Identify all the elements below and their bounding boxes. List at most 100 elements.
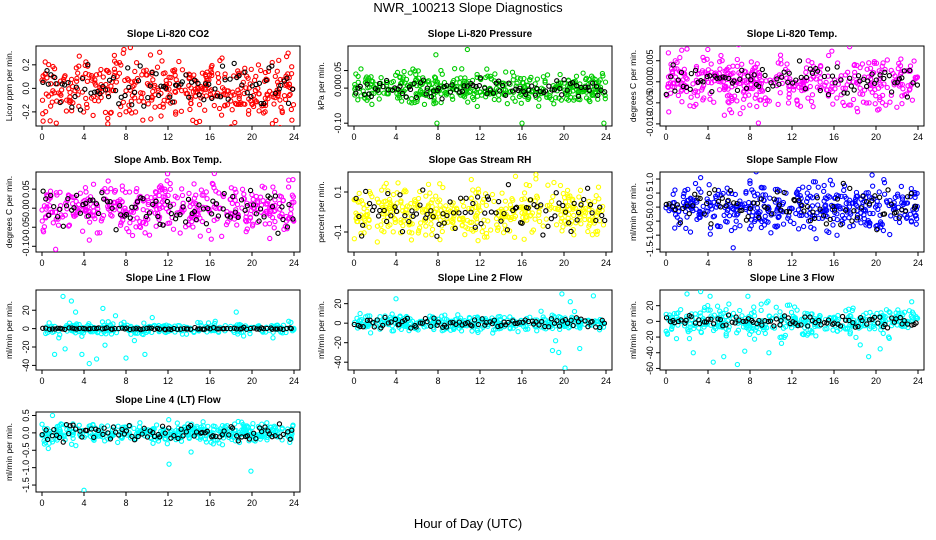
data-point <box>377 322 384 329</box>
data-point <box>777 334 783 341</box>
data-point <box>740 89 746 95</box>
data-point <box>211 102 217 109</box>
overlay-point <box>844 90 850 96</box>
data-point <box>559 228 565 234</box>
x-tick-label: 20 <box>871 376 881 386</box>
overlay-point <box>527 197 534 203</box>
overlay-point <box>907 67 913 73</box>
y-tick-label: 0.5 <box>645 187 655 200</box>
data-point <box>753 172 759 175</box>
data-point <box>199 218 206 225</box>
data-point <box>59 214 66 220</box>
data-point <box>260 197 266 204</box>
overlay-point <box>573 315 580 321</box>
overlay-point <box>359 233 365 239</box>
data-point <box>377 313 383 320</box>
overlay-point <box>363 188 369 195</box>
data-point <box>800 223 807 230</box>
data-point <box>178 208 184 215</box>
overlay-point <box>144 325 150 331</box>
data-point <box>420 207 426 213</box>
data-point <box>438 91 444 97</box>
data-point <box>382 198 389 204</box>
data-point <box>521 196 528 202</box>
data-point <box>191 181 197 187</box>
overlay-point <box>855 323 861 330</box>
overlay-point <box>443 324 450 330</box>
data-point <box>602 79 609 85</box>
x-tick-label: 16 <box>205 498 215 508</box>
data-point <box>197 207 203 213</box>
data-point <box>367 190 374 197</box>
overlay-point <box>710 321 717 327</box>
data-point <box>439 228 445 235</box>
data-point <box>76 422 82 428</box>
overlay-point <box>40 79 46 85</box>
data-point <box>274 68 280 74</box>
data-point <box>525 96 531 103</box>
data-point <box>737 307 743 314</box>
data-point <box>834 216 840 223</box>
overlay-point <box>682 320 688 326</box>
data-point <box>111 52 118 59</box>
data-point <box>136 98 142 104</box>
data-point <box>679 99 685 105</box>
overlay-point <box>854 215 860 221</box>
data-point <box>362 222 368 228</box>
data-point <box>914 190 920 197</box>
data-point <box>152 104 158 110</box>
overlay-point <box>417 80 424 86</box>
data-point <box>376 96 382 102</box>
overlay-point <box>834 196 841 202</box>
data-point <box>392 216 398 222</box>
data-point <box>366 224 372 230</box>
data-point <box>737 223 743 229</box>
data-point <box>667 90 674 96</box>
data-point <box>753 92 759 98</box>
overlay-point <box>820 213 827 219</box>
data-point <box>511 215 517 222</box>
data-point <box>381 229 387 235</box>
data-point <box>745 326 751 332</box>
data-point <box>795 226 802 232</box>
data-point <box>108 331 115 337</box>
data-point <box>429 226 436 233</box>
x-tick-label: 8 <box>435 258 440 268</box>
overlay-point <box>382 314 388 321</box>
data-point <box>406 229 412 235</box>
data-point <box>132 109 139 115</box>
data-point <box>720 190 726 197</box>
data-point <box>208 64 214 70</box>
data-point <box>157 202 163 208</box>
data-point <box>127 46 134 51</box>
overlay-point <box>105 93 112 100</box>
data-point <box>385 223 391 229</box>
data-point <box>818 85 824 91</box>
data-point <box>747 180 753 187</box>
overlay-point <box>831 207 838 213</box>
data-point <box>201 192 207 198</box>
data-point <box>808 98 815 105</box>
overlay-point <box>482 210 488 216</box>
y-tick-label: -60 <box>645 362 655 375</box>
data-point <box>477 89 484 95</box>
overlay-point <box>46 212 52 218</box>
data-point <box>822 203 828 209</box>
data-point <box>47 188 54 194</box>
overlay-point <box>733 314 739 320</box>
data-point <box>808 311 814 317</box>
data-point <box>553 222 560 228</box>
y-tick-label: -0.005 <box>645 90 655 116</box>
data-point <box>394 69 401 76</box>
overlay-point <box>233 326 240 332</box>
overlay-point <box>574 82 580 89</box>
data-point <box>824 87 830 93</box>
data-points <box>39 172 297 252</box>
data-point-outlier <box>289 117 295 123</box>
data-point <box>88 95 95 101</box>
data-point <box>850 96 857 103</box>
data-point <box>718 52 724 59</box>
data-point <box>544 72 551 78</box>
overlay-point <box>272 90 279 96</box>
